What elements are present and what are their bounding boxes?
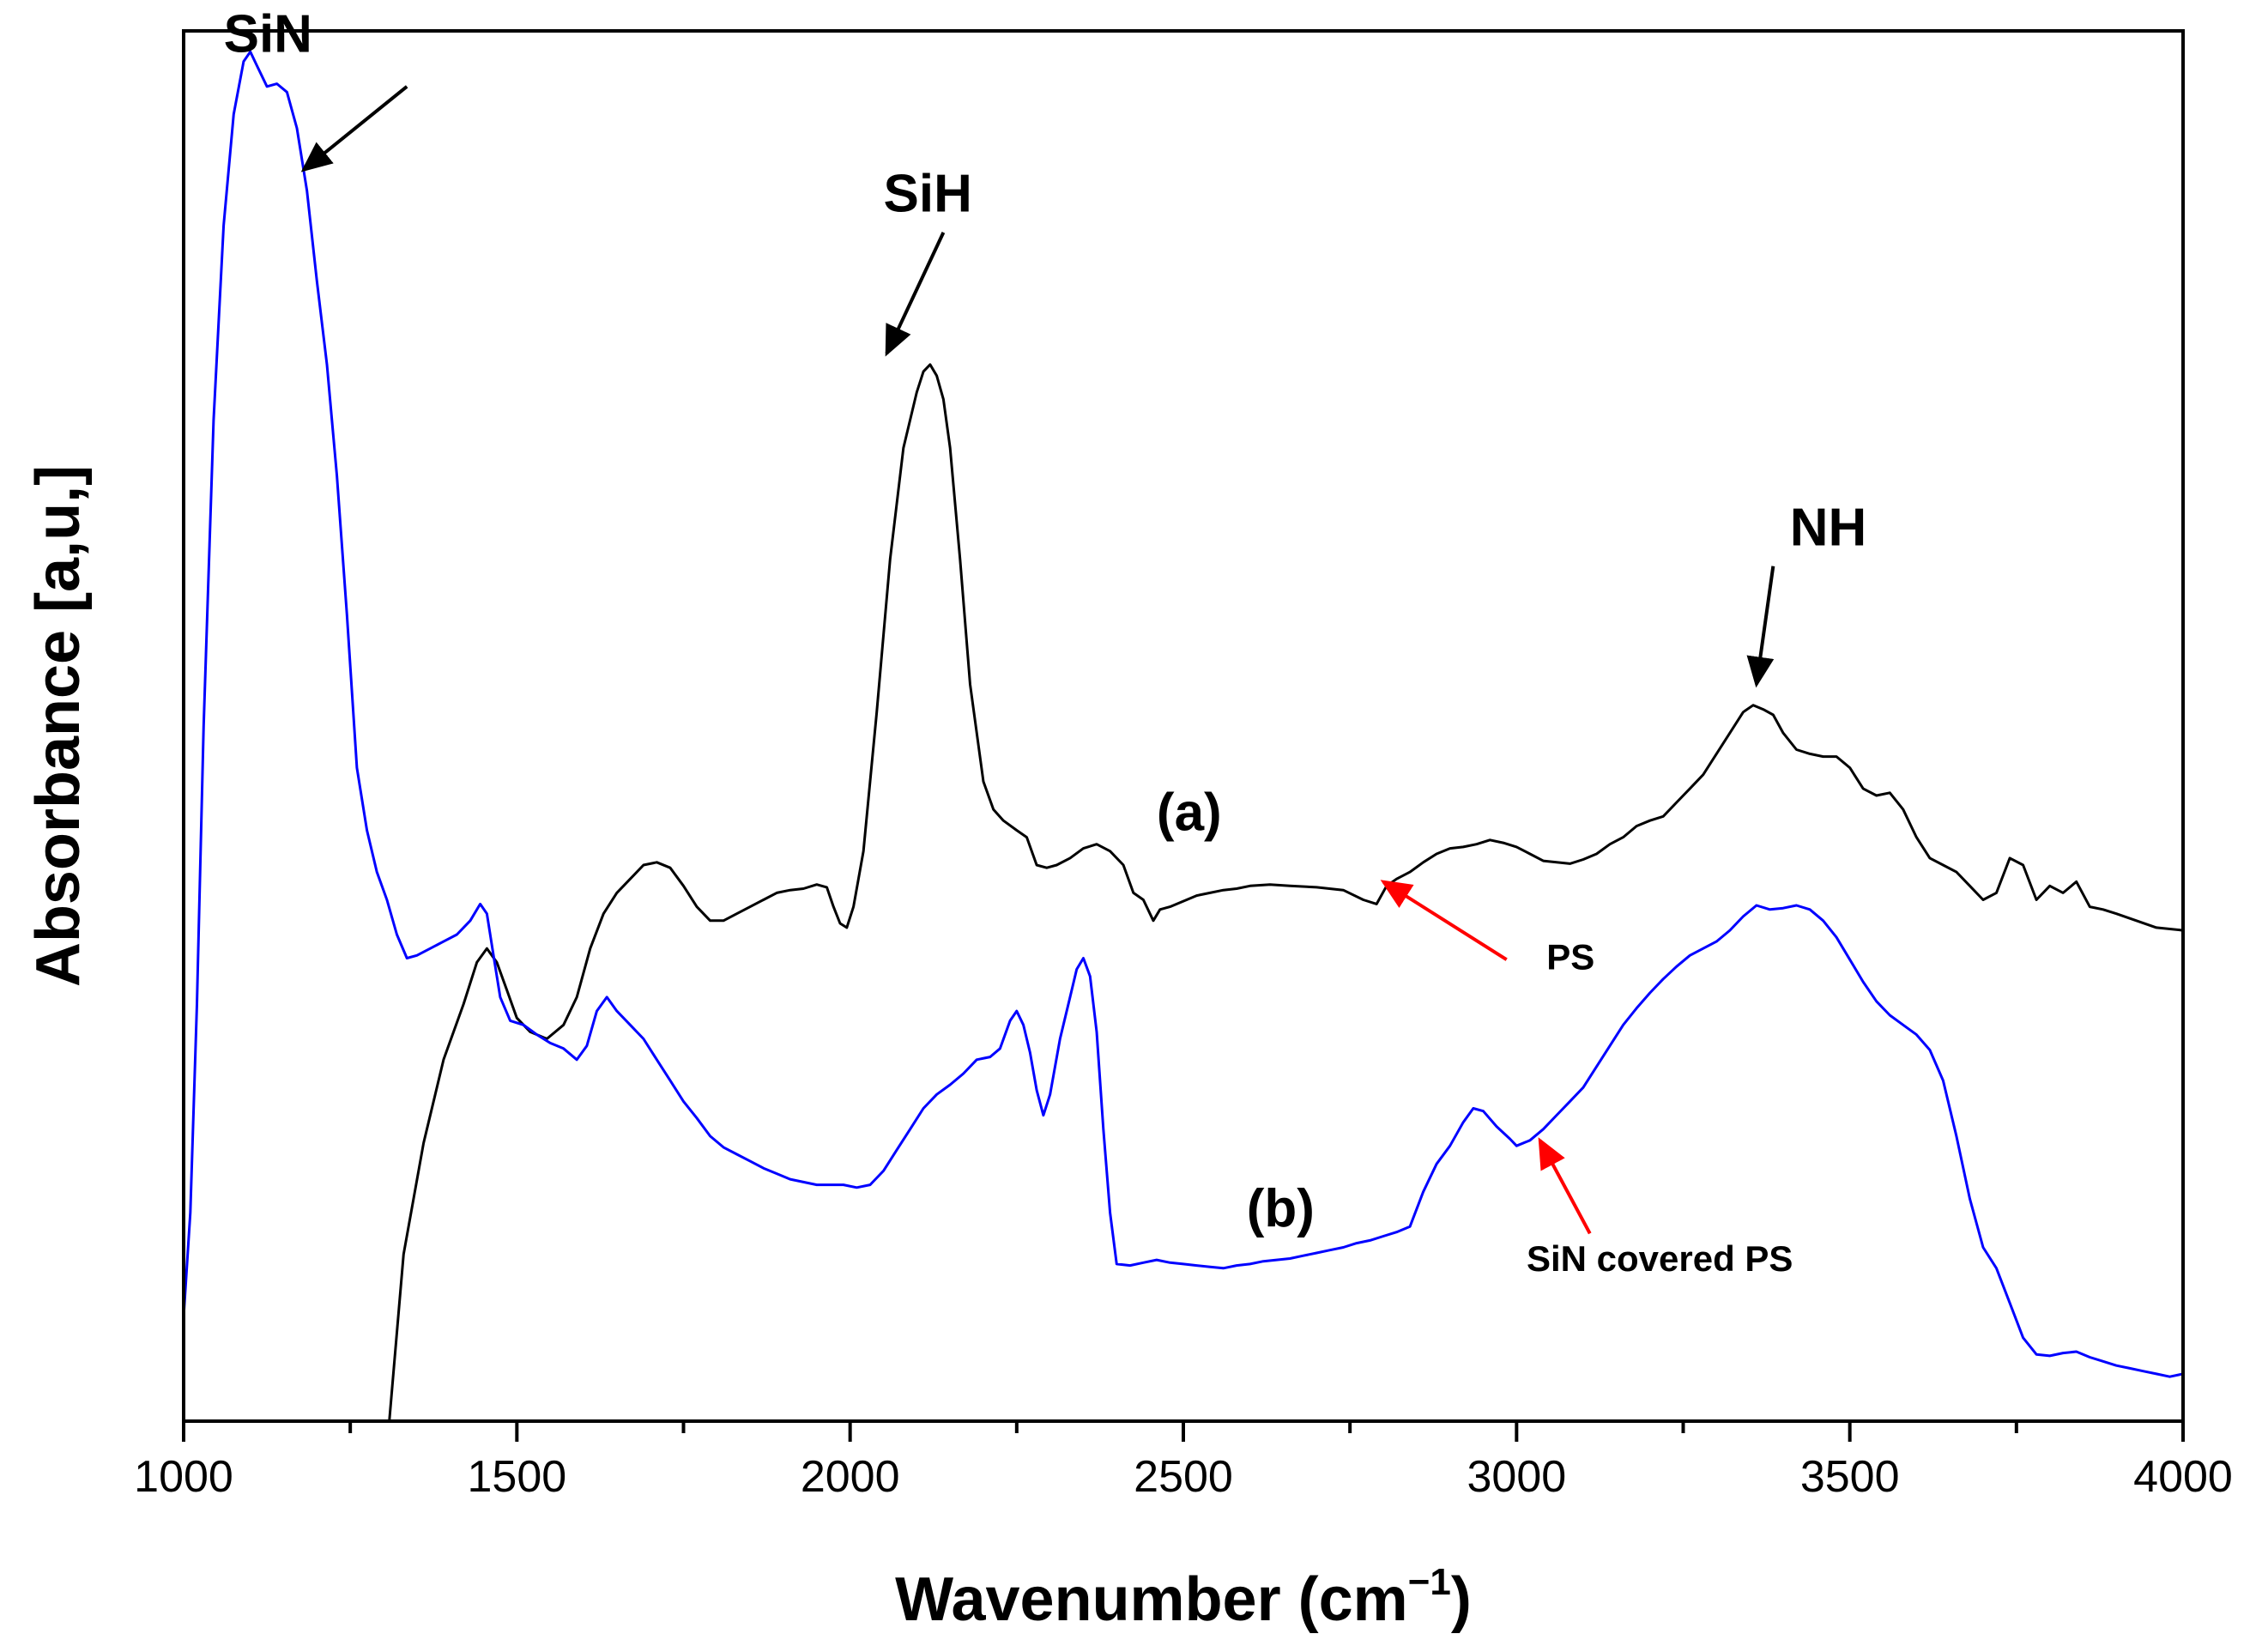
series-line-b: [184, 50, 2183, 1378]
x-axis-title-close: ): [1451, 1565, 1472, 1634]
x-tick-label: 4000: [2133, 1452, 2233, 1502]
x-axis-ticks: 1000 1500 2000 2500 3000 3500 4000: [134, 1421, 2233, 1502]
annotation-ps: PS: [1546, 937, 1594, 977]
annotation-nh: NH: [1790, 498, 1867, 557]
x-tick-label: 1500: [467, 1452, 566, 1502]
x-tick-label: 3500: [1800, 1452, 1900, 1502]
plot-series: [184, 50, 2183, 1421]
annotation-arrow-sin-covered-ps: [1538, 1137, 1592, 1235]
x-axis-title-superscript: −1: [1408, 1561, 1451, 1603]
x-axis-title: Wavenumber (cm−1): [895, 1561, 1472, 1634]
annotation-sih: SiH: [884, 165, 972, 224]
annotation-b: (b): [1247, 1179, 1315, 1238]
annotation-arrow-sih: [885, 232, 946, 357]
series-line-a: [388, 363, 2183, 1421]
annotations: SiN SiH NH (a) (b) PS SiN covered PS: [224, 4, 1867, 1279]
annotation-arrow-sin: [300, 85, 408, 172]
annotation-a: (a): [1157, 784, 1222, 843]
annotation-sin-covered-ps: SiN covered PS: [1527, 1238, 1793, 1279]
x-tick-label: 2000: [801, 1452, 900, 1502]
x-tick-label: 2500: [1134, 1452, 1233, 1502]
y-axis-title: Absorbance [a,u,]: [24, 465, 93, 987]
plot-frame: [182, 29, 2185, 1423]
annotation-arrow-nh: [1746, 566, 1775, 688]
x-tick-label: 3000: [1467, 1452, 1566, 1502]
annotation-sin: SiN: [224, 4, 312, 64]
x-axis-title-main: Wavenumber (cm: [895, 1565, 1407, 1634]
annotation-arrow-ps: [1380, 880, 1508, 961]
x-tick-label: 1000: [134, 1452, 233, 1502]
